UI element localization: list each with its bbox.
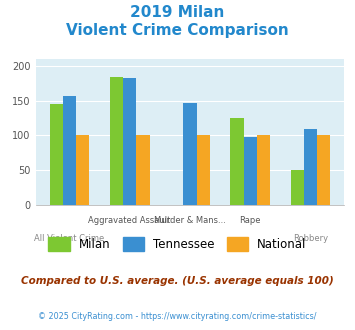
Bar <box>50 104 63 205</box>
Bar <box>183 103 197 205</box>
Bar <box>123 78 136 205</box>
Bar <box>63 96 76 205</box>
Bar <box>290 170 304 205</box>
Text: Robbery: Robbery <box>293 234 328 243</box>
Text: © 2025 CityRating.com - https://www.cityrating.com/crime-statistics/: © 2025 CityRating.com - https://www.city… <box>38 312 317 321</box>
Text: Aggravated Assault: Aggravated Assault <box>88 216 171 225</box>
Text: All Violent Crime: All Violent Crime <box>34 234 104 243</box>
Text: Murder & Mans...: Murder & Mans... <box>154 216 226 225</box>
Bar <box>230 118 244 205</box>
Bar <box>136 135 149 205</box>
Legend: Milan, Tennessee, National: Milan, Tennessee, National <box>48 237 307 251</box>
Bar <box>110 77 123 205</box>
Text: Compared to U.S. average. (U.S. average equals 100): Compared to U.S. average. (U.S. average … <box>21 276 334 285</box>
Text: Violent Crime Comparison: Violent Crime Comparison <box>66 23 289 38</box>
Bar <box>317 135 330 205</box>
Bar <box>304 129 317 205</box>
Bar <box>76 135 89 205</box>
Text: 2019 Milan: 2019 Milan <box>130 5 225 20</box>
Text: Rape: Rape <box>239 216 261 225</box>
Bar <box>257 135 270 205</box>
Bar <box>197 135 210 205</box>
Bar <box>244 137 257 205</box>
